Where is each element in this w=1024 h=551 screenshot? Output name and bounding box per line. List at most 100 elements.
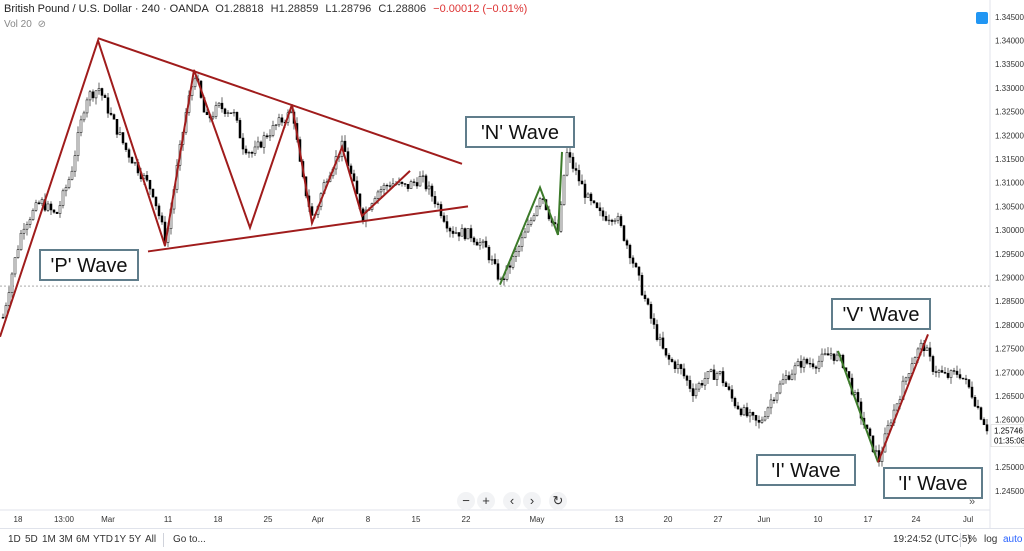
range-ytd[interactable]: YTD (93, 534, 113, 545)
candlestick-chart[interactable]: 'P' Wave 'N' Wave 'V' Wave 'I' Wave 'I' Wave… (0, 0, 1024, 528)
candle (403, 183, 407, 187)
candle (931, 354, 935, 376)
toolbar-separator (163, 533, 164, 547)
candle (682, 363, 686, 379)
candle (127, 147, 131, 163)
candle (10, 272, 14, 298)
time-tick-label: Apr (312, 515, 325, 524)
candle (571, 152, 575, 173)
wave-label[interactable]: 'V' Wave (831, 298, 931, 330)
candle (235, 111, 239, 124)
scroll-forward-button[interactable]: › (523, 492, 541, 510)
symbol-title[interactable]: British Pound / U.S. Dollar · 240 · OAND… (4, 3, 209, 15)
candle (7, 286, 11, 310)
triangle-upper-trendline[interactable] (97, 37, 463, 165)
auto-toggle[interactable]: auto (1003, 534, 1023, 545)
range-6m[interactable]: 6M (76, 534, 90, 545)
candle (934, 365, 938, 378)
candle (25, 221, 29, 236)
candle (247, 150, 251, 158)
candle (484, 236, 488, 248)
candle (583, 179, 587, 205)
trendlines (0, 37, 929, 463)
candle (976, 399, 980, 410)
candle (604, 211, 608, 222)
time-tick-label: 27 (714, 515, 723, 524)
price-tick-label: 1.24500 (995, 487, 1024, 496)
candle (679, 363, 683, 375)
range-all[interactable]: All (145, 534, 157, 545)
candle (712, 364, 716, 380)
candle (469, 224, 473, 243)
eye-slash-icon[interactable]: ⊘ (37, 19, 46, 30)
candle (928, 341, 932, 362)
candle (121, 132, 125, 145)
candle (16, 245, 20, 259)
candle (229, 112, 233, 114)
candle (460, 224, 464, 237)
price-axis[interactable]: 1.34500 1.34000 1.33500 1.33000 1.32500 1.320… (995, 13, 1024, 496)
range-1d[interactable]: 1D (8, 534, 21, 545)
n-wave-line[interactable] (499, 151, 563, 286)
p-wave-zigzag[interactable] (0, 37, 411, 338)
wave-label[interactable]: 'I' Wave (883, 467, 983, 499)
range-1y[interactable]: 1Y (114, 534, 127, 545)
candle (904, 376, 908, 386)
wave-label[interactable]: 'I' Wave (756, 454, 856, 486)
candle (442, 212, 446, 224)
candle (55, 211, 59, 214)
wave-label[interactable]: 'P' Wave (39, 249, 139, 281)
time-axis[interactable]: 18 13:00 Mar 11 18 25 Apr 8 15 22 May 13 20 27 Jun 10 17… (14, 515, 974, 524)
wave-label[interactable]: 'N' Wave (465, 116, 575, 148)
range-1m[interactable]: 1M (42, 534, 56, 545)
price-tick-label: 1.27000 (995, 368, 1024, 377)
log-toggle[interactable]: log (984, 534, 998, 545)
price-tick-label: 1.28000 (995, 321, 1024, 330)
i-wave-green-line[interactable] (837, 350, 879, 463)
candle (835, 350, 839, 362)
expand-icon[interactable]: » (969, 496, 976, 508)
candle (382, 182, 386, 195)
volume-legend[interactable]: Vol 20 ⊘ (4, 19, 46, 30)
reset-chart-button[interactable]: ↻ (549, 492, 567, 510)
candle (772, 397, 776, 404)
scroll-to-realtime-icon[interactable] (976, 12, 988, 24)
candle (886, 420, 890, 436)
i-wave-red-line[interactable] (877, 334, 929, 463)
candle (343, 135, 347, 152)
candle (406, 183, 410, 192)
candle (451, 226, 455, 238)
scroll-back-button[interactable]: ‹ (503, 492, 521, 510)
go-to-button[interactable]: Go to... (173, 534, 206, 545)
candle (262, 131, 266, 154)
clock[interactable]: 19:24:52 (UTC-5) (893, 534, 971, 545)
candle (472, 236, 476, 246)
candle (271, 120, 275, 138)
candle (463, 227, 467, 241)
percent-toggle[interactable]: % (968, 534, 977, 545)
candle (148, 179, 152, 195)
zoom-out-button[interactable]: − (457, 492, 475, 510)
triangle-lower-trendline[interactable] (147, 205, 469, 253)
zoom-in-button[interactable]: + (477, 492, 495, 510)
price-tick-label: 1.29500 (995, 250, 1024, 259)
candle (22, 222, 26, 240)
candle (601, 207, 605, 221)
price-tick-label: 1.28500 (995, 297, 1024, 306)
annotation-labels: 'P' Wave 'N' Wave 'V' Wave 'I' Wave 'I' Wave (39, 116, 983, 499)
candle (598, 202, 602, 217)
range-5d[interactable]: 5D (25, 534, 38, 545)
time-tick-label: Jun (758, 515, 771, 524)
range-3m[interactable]: 3M (59, 534, 73, 545)
candle (31, 208, 35, 221)
candle (430, 183, 434, 202)
candle (727, 383, 731, 392)
time-tick-label: 24 (912, 515, 921, 524)
candle (493, 253, 497, 266)
range-5y[interactable]: 5Y (129, 534, 142, 545)
candle (217, 101, 221, 108)
candle (160, 212, 164, 225)
candle (646, 297, 650, 306)
price-tick-label: 1.27500 (995, 345, 1024, 354)
